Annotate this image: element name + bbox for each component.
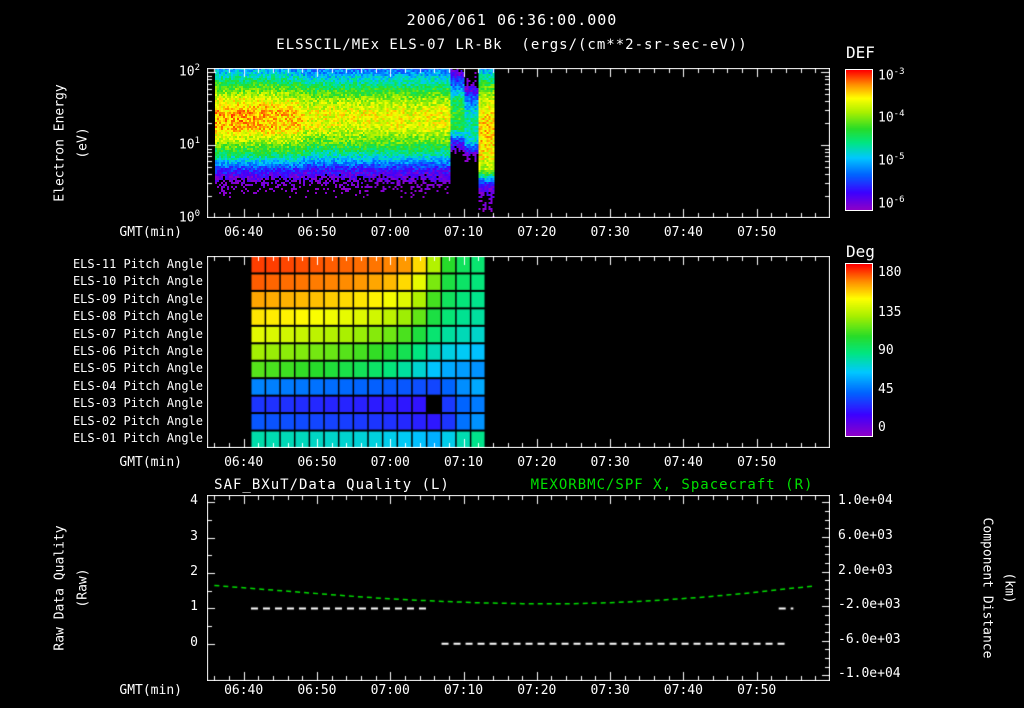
energy-axis-unit-label: (eV) [75, 127, 91, 159]
deg-colorbar-tick-label: 45 [878, 382, 894, 398]
pitch-row-label: ELS-03 Pitch Angle [72, 396, 203, 411]
time-tick-label: 06:50 [297, 225, 337, 240]
quality-tick-label: 4 [190, 493, 198, 509]
deg-colorbar [845, 263, 873, 437]
time-tick-label: 06:50 [297, 455, 337, 470]
time-tick-label: 07:30 [590, 455, 630, 470]
pitch-row-label: ELS-10 Pitch Angle [72, 274, 203, 289]
time-tick-label: 07:50 [737, 225, 777, 240]
pitch-row-label: ELS-04 Pitch Angle [72, 378, 203, 393]
def-colorbar-tick-label: 10-5 [878, 152, 905, 169]
def-colorbar [845, 69, 873, 211]
gmt-axis-label: GMT(min) [119, 683, 182, 698]
distance-tick-label: 2.0e+03 [838, 562, 893, 578]
time-tick-label: 06:50 [297, 683, 337, 698]
time-tick-label: 07:30 [590, 225, 630, 240]
distance-axis-unit-label: (km) [1001, 572, 1017, 604]
time-tick-label: 06:40 [224, 683, 264, 698]
time-tick-label: 07:10 [443, 225, 484, 240]
time-tick-label: 06:40 [224, 455, 264, 470]
pitch-row-label: ELS-05 Pitch Angle [72, 361, 203, 376]
quality-tick-label: 1 [190, 599, 198, 615]
time-tick-label: 07:10 [443, 455, 484, 470]
pitch-row-label: ELS-07 Pitch Angle [72, 326, 203, 341]
deg-colorbar-title: Deg [846, 242, 875, 261]
quality-axis-unit-label: (Raw) [75, 568, 91, 608]
time-tick-label: 07:20 [517, 225, 557, 240]
quality-title-left: SAF_BXuT/Data Quality (L) [214, 477, 450, 493]
distance-tick-label: -1.0e+04 [838, 666, 901, 682]
page-title: 2006/061 06:36:00.000 [406, 11, 618, 29]
energy-tick-label: 100 [178, 209, 200, 226]
quality-axis-label: Raw Data Quality [52, 525, 68, 651]
quality-tick-label: 3 [190, 528, 198, 544]
time-tick-label: 07:40 [663, 683, 703, 698]
quality-tick-label: 0 [190, 634, 198, 650]
distance-tick-label: -6.0e+03 [838, 631, 901, 647]
pitch-row-label: ELS-02 Pitch Angle [72, 413, 203, 428]
quality-tick-label: 2 [190, 564, 198, 580]
time-tick-label: 07:50 [737, 455, 777, 470]
deg-colorbar-tick-label: 0 [878, 420, 886, 436]
gmt-axis-label: GMT(min) [119, 225, 182, 240]
distance-axis-label: Component Distance [979, 517, 995, 659]
pitch-row-label: ELS-06 Pitch Angle [72, 344, 203, 358]
energy-tick-label: 101 [178, 135, 200, 153]
def-colorbar-tick-label: 10-6 [878, 194, 905, 212]
energy-tick-label: 102 [178, 63, 200, 80]
deg-colorbar-tick-label: 90 [878, 342, 894, 358]
pitch-row-label: ELS-01 Pitch Angle [72, 431, 203, 446]
time-tick-label: 07:00 [370, 683, 410, 698]
time-tick-label: 07:40 [663, 455, 703, 470]
time-tick-label: 07:50 [737, 683, 777, 698]
distance-tick-label: 1.0e+04 [838, 493, 893, 509]
pitch-row-label: ELS-08 Pitch Angle [72, 309, 203, 324]
page-subtitle: ELSSCIL/MEx ELS-07 LR-Bk (ergs/(cm**2-sr… [276, 37, 748, 53]
time-tick-label: 07:20 [517, 683, 557, 698]
time-tick-label: 07:10 [443, 683, 484, 698]
deg-colorbar-tick-label: 135 [878, 304, 902, 320]
pitch-row-label: ELS-09 Pitch Angle [72, 291, 203, 306]
time-tick-label: 07:40 [663, 225, 703, 240]
time-tick-label: 07:30 [590, 683, 630, 698]
pitch-row-label: ELS-11 Pitch Angle [72, 256, 203, 271]
time-tick-label: 07:00 [370, 455, 410, 470]
quality-title-right: MEXORBMC/SPF X, Spacecraft (R) [530, 477, 814, 493]
def-colorbar-tick-label: 10-4 [878, 109, 905, 126]
time-tick-label: 07:20 [517, 455, 557, 470]
gmt-axis-label: GMT(min) [119, 455, 182, 470]
quality-plot-canvas [207, 495, 830, 681]
time-tick-label: 06:40 [224, 225, 264, 240]
def-colorbar-title: DEF [846, 43, 875, 62]
distance-tick-label: -2.0e+03 [838, 597, 901, 613]
deg-colorbar-tick-label: 180 [878, 265, 902, 281]
distance-tick-label: 6.0e+03 [838, 528, 893, 544]
spectrogram-axes-canvas [207, 68, 830, 218]
pitch-angle-canvas [207, 256, 830, 448]
time-tick-label: 07:00 [370, 225, 410, 240]
energy-axis-label: Electron Energy [52, 84, 68, 202]
def-colorbar-tick-label: 10-3 [878, 66, 905, 83]
